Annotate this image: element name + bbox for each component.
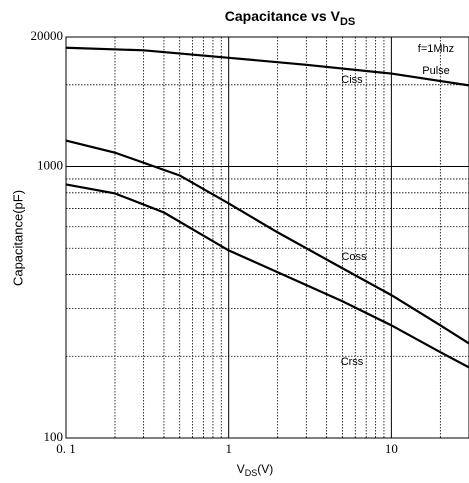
series-label: Coss [341, 251, 367, 263]
x-tick-label: 1 [225, 441, 232, 456]
xlabel-sub: DS [245, 468, 258, 478]
title-main: Capacitance vs V [225, 8, 341, 24]
annotation: f=1Mhz [418, 43, 454, 55]
x-axis-label: VDS(V) [237, 462, 274, 478]
xlabel-main: V [237, 462, 245, 476]
series-line [65, 46, 469, 87]
xlabel-tail: (V) [257, 462, 273, 476]
series-line [65, 183, 469, 369]
title-sub: DS [340, 16, 355, 28]
x-tick-label: 0. 1 [56, 441, 76, 456]
series-label: Ciss [341, 74, 363, 86]
series-line [65, 139, 469, 345]
series-label: Crss [341, 356, 364, 368]
plot-frame [65, 36, 469, 439]
y-tick-label: 100 [44, 429, 64, 444]
y-tick-label: 20000 [31, 28, 64, 43]
y-tick-label: 1000 [37, 158, 63, 173]
chart-title: Capacitance vs VDS [225, 8, 355, 28]
y-axis-label: Capacitance(pF) [10, 190, 25, 286]
annotation: Pulse [422, 65, 450, 77]
x-tick-label: 10 [385, 441, 398, 456]
